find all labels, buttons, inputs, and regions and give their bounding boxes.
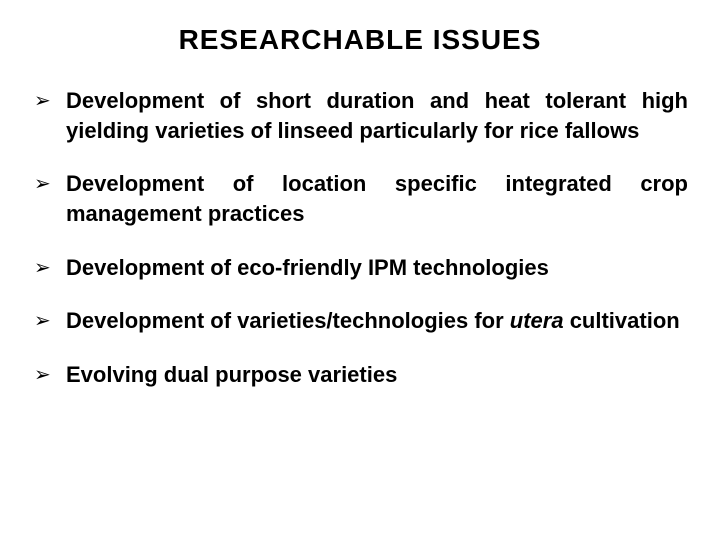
list-item: ➢ Development of location specific integ… — [32, 169, 688, 228]
list-item: ➢ Evolving dual purpose varieties — [32, 360, 688, 390]
list-item: ➢ Development of short duration and heat… — [32, 86, 688, 145]
bullet-icon: ➢ — [34, 171, 51, 198]
list-item: ➢ Development of eco-friendly IPM techno… — [32, 253, 688, 283]
bullet-icon: ➢ — [34, 88, 51, 115]
list-item-text: Development of eco-friendly IPM technolo… — [66, 255, 549, 280]
list-item: ➢ Development of varieties/technologies … — [32, 306, 688, 336]
bullet-list: ➢ Development of short duration and heat… — [32, 86, 688, 390]
bullet-icon: ➢ — [34, 362, 51, 389]
list-item-text: Development of varieties/technologies fo… — [66, 308, 680, 333]
slide-title: RESEARCHABLE ISSUES — [32, 24, 688, 56]
list-item-text: Evolving dual purpose varieties — [66, 362, 397, 387]
bullet-icon: ➢ — [34, 255, 51, 282]
list-item-text: Development of short duration and heat t… — [66, 88, 688, 143]
list-item-text: Development of location specific integra… — [66, 171, 688, 226]
bullet-icon: ➢ — [34, 308, 51, 335]
